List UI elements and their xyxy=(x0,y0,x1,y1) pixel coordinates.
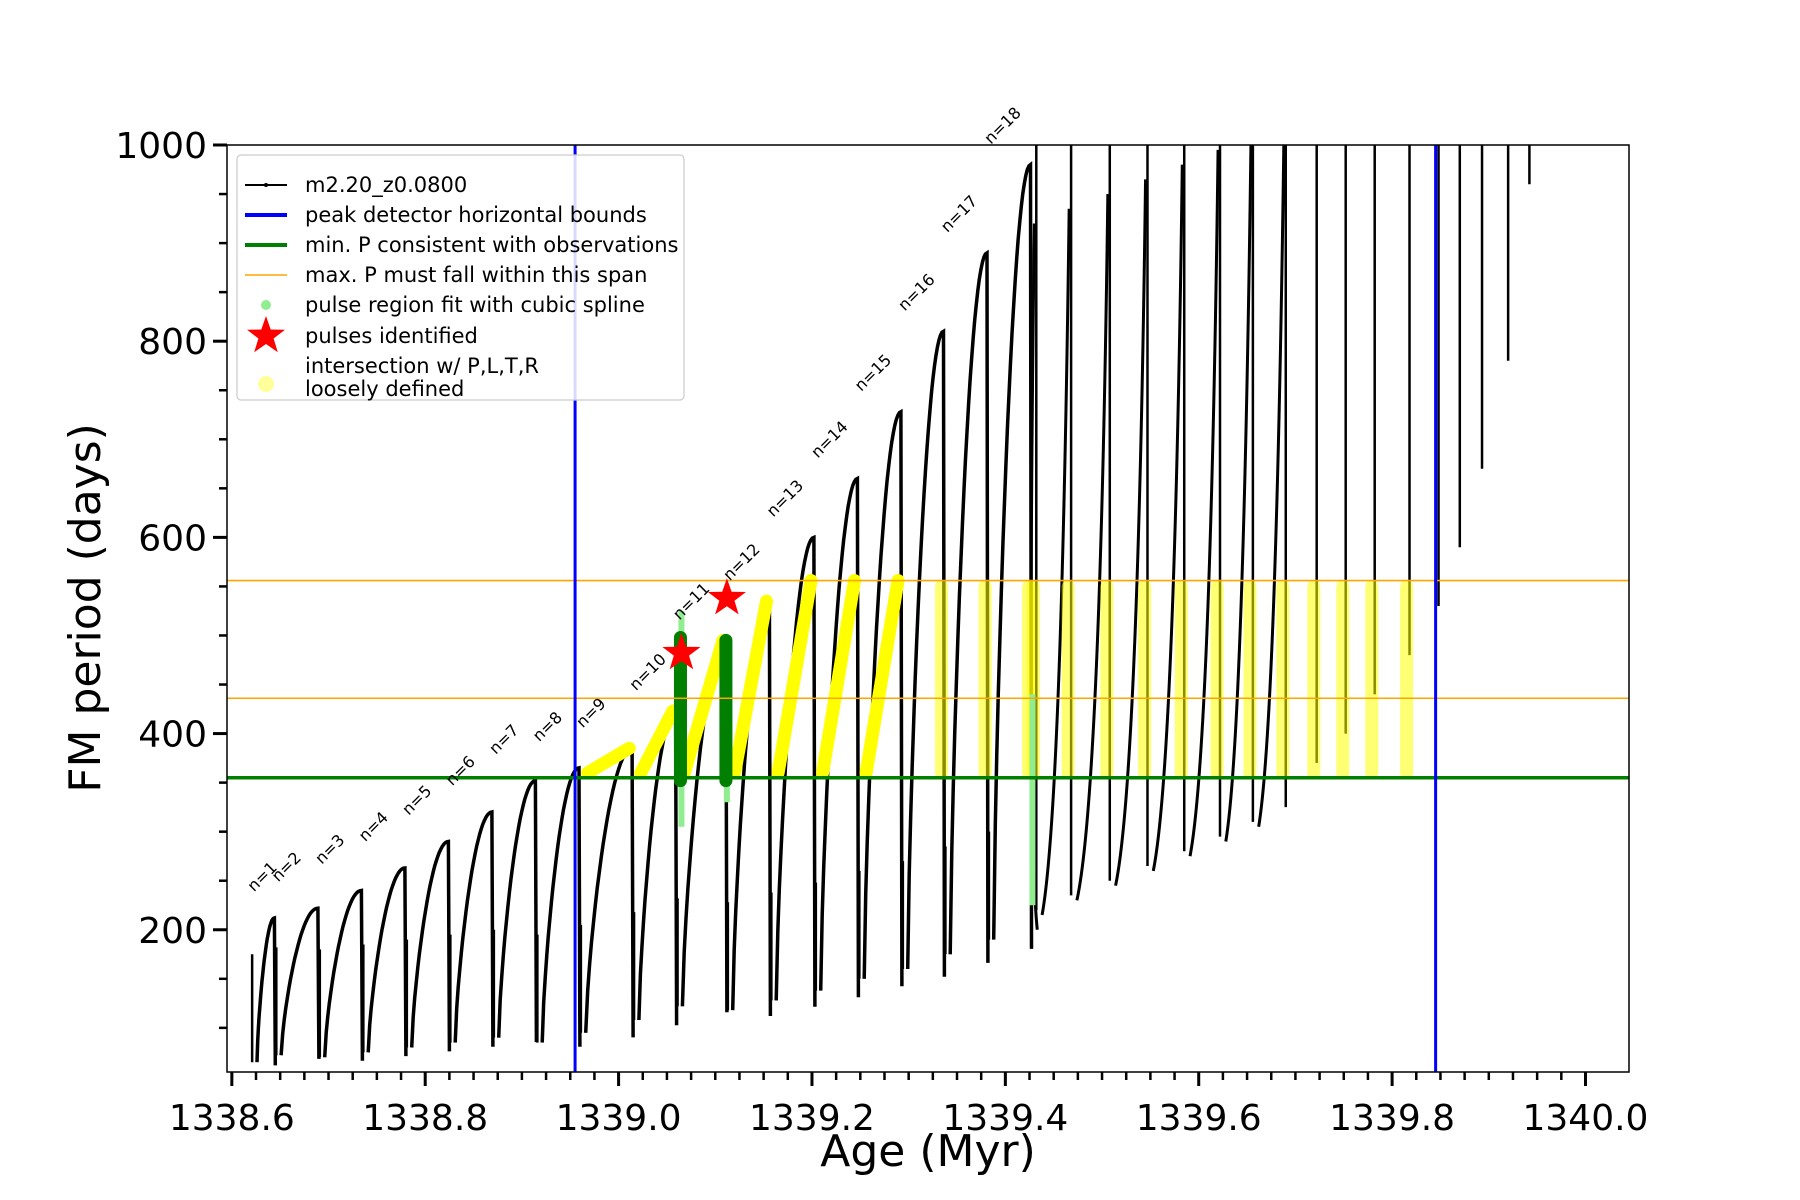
plot-data-layer xyxy=(227,145,1629,1072)
pulse-label-n9: n=9 xyxy=(572,694,609,731)
legend-label: pulses identified xyxy=(305,324,478,348)
pulse-label-n10: n=10 xyxy=(625,650,669,694)
intersection-marker xyxy=(859,574,905,780)
y-tick-label: 800 xyxy=(138,322,207,363)
pulse-curve-n17 xyxy=(948,249,990,963)
pulse-label-n13: n=13 xyxy=(763,476,807,520)
intersection-marker xyxy=(771,574,818,780)
pulse-curve-n13 xyxy=(774,534,817,1007)
x-tick-label: 1339.2 xyxy=(749,1098,875,1139)
pulse-label-n3: n=3 xyxy=(311,830,348,867)
legend-label: loosely defined xyxy=(305,377,464,401)
pulse-curve-n18 xyxy=(991,160,1034,949)
legend-swatch-dot xyxy=(258,376,274,392)
pulse-curve-n3 xyxy=(322,888,365,1061)
pulse-identified-star xyxy=(707,578,746,615)
x-tick-label: 1339.6 xyxy=(1136,1098,1262,1139)
x-tick-label: 1339.0 xyxy=(556,1098,682,1139)
plot-frame xyxy=(226,144,1630,1073)
x-axis-title: Age (Myr) xyxy=(820,1126,1036,1177)
late-pulse-curve xyxy=(1040,208,1071,916)
pulse-label-n4: n=4 xyxy=(355,808,392,845)
pulse-label-n6: n=6 xyxy=(442,752,479,789)
pulse-label-n17: n=17 xyxy=(937,191,981,235)
y-tick-label: 600 xyxy=(138,518,207,559)
legend-label: max. P must fall within this span xyxy=(305,263,647,287)
y-tick-label: 200 xyxy=(138,911,207,952)
pulse-label-n7: n=7 xyxy=(485,721,522,758)
y-tick-label: 400 xyxy=(138,715,207,756)
pulse-label-n2: n=2 xyxy=(268,848,305,885)
legend-swatch-dot xyxy=(261,300,271,310)
intersection-marker xyxy=(581,741,636,780)
axes-layer: 1338.6 1338.8 1339.0 1339.2 1339.4 1339.6 1339… xyxy=(115,126,1648,1139)
x-tick-label: 1339.8 xyxy=(1329,1098,1455,1139)
late-pulse-curve xyxy=(1188,149,1220,857)
x-tick-label: 1338.6 xyxy=(169,1098,295,1139)
legend-swatch-star xyxy=(247,316,285,353)
pulse-label-n16: n=16 xyxy=(894,270,938,314)
pulse-label-n14: n=14 xyxy=(807,417,851,461)
pulse-label-n8: n=8 xyxy=(529,708,566,745)
late-pulse-curve xyxy=(1151,164,1184,872)
y-axis-title: FM period (days) xyxy=(60,423,111,793)
legend-label: peak detector horizontal bounds xyxy=(305,203,647,227)
legend-label: pulse region fit with cubic spline xyxy=(305,293,645,317)
legend-box xyxy=(236,154,685,401)
pulse-label-n5: n=5 xyxy=(398,781,435,818)
intersection-marker xyxy=(677,633,730,780)
pulse-curve-n1 xyxy=(255,915,278,1066)
x-tick-label: 1338.8 xyxy=(362,1098,488,1139)
late-pulse-curve xyxy=(1257,145,1286,828)
pulse-curve-n6 xyxy=(453,809,495,1047)
pulse-curve-n2 xyxy=(279,906,321,1059)
pulse-curve-n4 xyxy=(366,866,408,1057)
x-tick-label: 1340.0 xyxy=(1523,1098,1649,1139)
pulse-identified-star xyxy=(662,633,701,670)
intersection-marker xyxy=(728,594,774,780)
pulse-curve-n5 xyxy=(409,839,452,1052)
pulse-curve-n9 xyxy=(583,746,635,1038)
legend-label: m2.20_z0.0800 xyxy=(305,173,467,198)
legend-swatch-dot xyxy=(264,183,268,187)
intersection-marker xyxy=(816,574,862,780)
legend-label: min. P consistent with observations xyxy=(305,233,678,257)
pulse-label-n15: n=15 xyxy=(851,350,895,394)
late-pulse-curve xyxy=(1224,145,1253,842)
y-tick-label: 1000 xyxy=(115,126,207,167)
pulse-label-n12: n=12 xyxy=(719,540,763,584)
pulse-curve-n16 xyxy=(905,328,947,977)
legend-label: intersection w/ P,L,T,R xyxy=(305,354,539,378)
pulse-curve-n7 xyxy=(496,778,539,1043)
late-pulse-curve xyxy=(1075,194,1110,901)
pulse-label-n11: n=11 xyxy=(669,579,713,623)
intersection-marker xyxy=(634,704,680,780)
pulse-label-n18: n=18 xyxy=(980,103,1024,147)
x-tick-label: 1339.4 xyxy=(942,1098,1068,1139)
late-pulse-curve xyxy=(1114,179,1148,886)
